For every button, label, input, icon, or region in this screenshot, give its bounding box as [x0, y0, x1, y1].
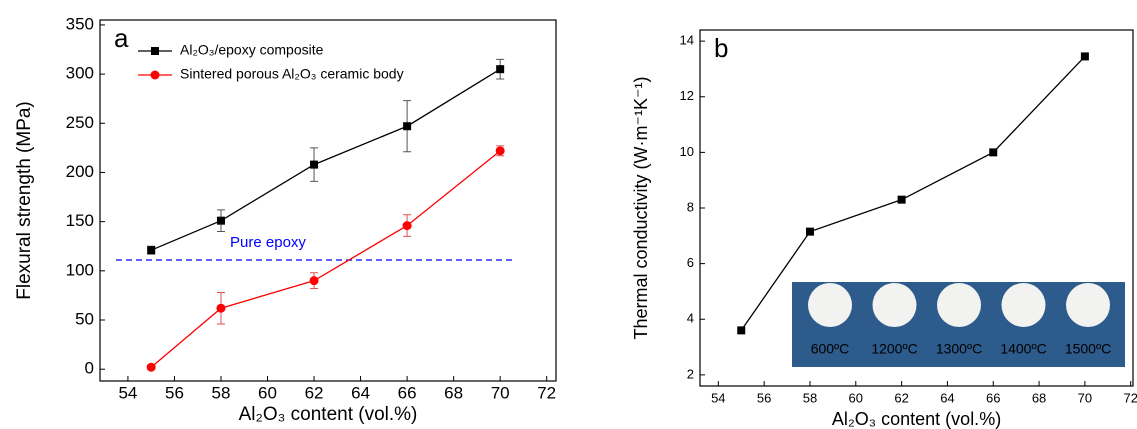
- inset-pellet: [1001, 283, 1046, 327]
- x-tick-label: 70: [491, 383, 510, 402]
- marker: [146, 362, 156, 372]
- x-tick-label: 72: [1123, 390, 1137, 405]
- marker: [402, 221, 412, 231]
- series-line: [150, 150, 501, 368]
- x-tick-label: 54: [118, 383, 137, 402]
- y-axis-label: Thermal conductivity (W·m⁻¹K⁻¹): [631, 76, 651, 339]
- inset-pellet: [1066, 283, 1110, 327]
- legend-label: Sintered porous Al₂O₃ ceramic body: [180, 66, 404, 82]
- marker: [216, 216, 225, 225]
- x-tick-label: 66: [986, 390, 1000, 405]
- x-tick-label: 62: [894, 390, 908, 405]
- y-tick-label: 4: [687, 311, 694, 326]
- x-tick-label: 64: [351, 383, 370, 402]
- marker: [897, 195, 906, 204]
- x-tick-label: 68: [444, 383, 463, 402]
- reference-label: Pure epoxy: [230, 234, 306, 251]
- marker: [403, 122, 412, 131]
- x-axis-label: Al₂O₃ content (vol.%): [239, 404, 418, 425]
- marker: [151, 47, 159, 55]
- inset-pellet: [937, 283, 981, 327]
- marker: [147, 246, 156, 255]
- y-tick-label: 6: [687, 255, 694, 270]
- inset-label: 1400ºC: [1000, 341, 1046, 357]
- panel-label: a: [114, 23, 129, 53]
- inset-label: 600ºC: [811, 341, 850, 357]
- x-tick-label: 58: [803, 390, 817, 405]
- y-tick-label: 0: [85, 359, 94, 378]
- x-tick-label: 60: [849, 390, 863, 405]
- y-tick-label: 200: [66, 162, 94, 181]
- legend-label: Al₂O₃/epoxy composite: [180, 42, 324, 58]
- inset-label: 1500ºC: [1065, 341, 1111, 357]
- plot-frame: [99, 19, 557, 382]
- y-tick-label: 100: [66, 260, 94, 279]
- x-tick-label: 58: [212, 383, 231, 402]
- y-tick-label: 10: [680, 144, 694, 159]
- y-tick-label: 300: [66, 64, 94, 83]
- y-tick-label: 8: [687, 199, 694, 214]
- marker: [495, 146, 505, 156]
- y-axis-label: Flexural strength (MPa): [14, 101, 35, 300]
- x-tick-label: 68: [1032, 390, 1046, 405]
- x-tick-label: 64: [940, 390, 954, 405]
- marker: [310, 160, 319, 169]
- marker: [216, 303, 226, 313]
- y-tick-label: 250: [66, 113, 94, 132]
- marker: [309, 276, 319, 286]
- x-tick-label: 70: [1078, 390, 1092, 405]
- x-tick-label: 60: [258, 383, 277, 402]
- inset-label: 1200ºC: [871, 341, 917, 357]
- series-line: [150, 68, 501, 251]
- marker: [737, 326, 746, 335]
- x-axis-label: Al₂O₃ content (vol.%): [832, 409, 1001, 429]
- y-tick-label: 2: [687, 366, 694, 381]
- x-tick-label: 56: [757, 390, 771, 405]
- x-tick-label: 54: [711, 390, 725, 405]
- marker: [989, 148, 998, 157]
- x-tick-label: 62: [305, 383, 324, 402]
- x-tick-label: 66: [398, 383, 417, 402]
- inset-label: 1300ºC: [936, 341, 982, 357]
- marker: [1080, 52, 1089, 61]
- marker: [496, 65, 505, 74]
- y-tick-label: 12: [680, 88, 694, 103]
- marker: [150, 70, 160, 80]
- inset-pellet: [872, 283, 917, 327]
- y-tick-label: 350: [66, 14, 94, 33]
- panel-label: b: [714, 33, 728, 63]
- y-tick-label: 14: [680, 33, 694, 48]
- y-tick-label: 150: [66, 211, 94, 230]
- x-tick-label: 72: [537, 383, 556, 402]
- y-tick-label: 50: [75, 309, 94, 328]
- x-tick-label: 56: [165, 383, 184, 402]
- marker: [805, 227, 814, 236]
- inset-pellet: [808, 283, 852, 327]
